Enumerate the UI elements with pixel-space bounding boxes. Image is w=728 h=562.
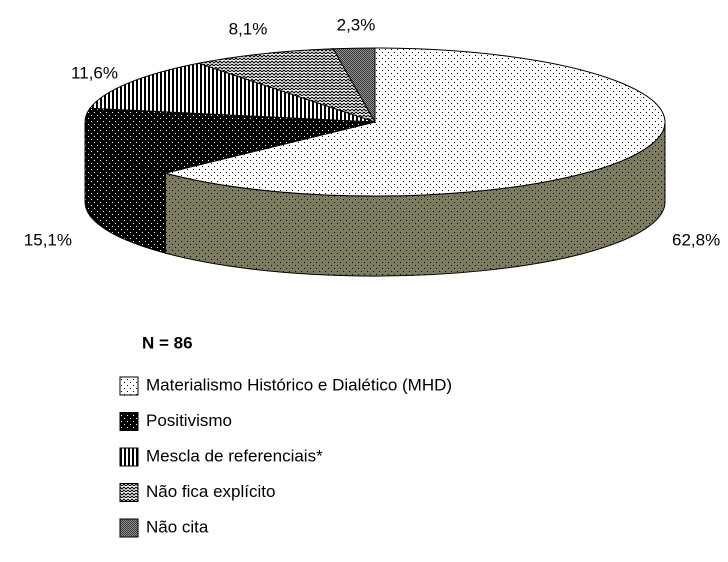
value-label: 62,8%	[672, 230, 720, 249]
legend-label: Positivismo	[146, 411, 232, 430]
slice	[84, 107, 376, 174]
slice	[89, 62, 376, 123]
legend-swatch	[119, 447, 139, 467]
legend-swatch	[119, 483, 139, 502]
value-label: 8,1%	[229, 19, 268, 38]
slice	[196, 48, 377, 123]
annotation: N = 86	[142, 333, 193, 352]
slice	[165, 47, 666, 197]
legend-label: Materialismo Histórico e Dialético (MHD)	[146, 375, 452, 394]
value-label: 11,6%	[71, 63, 118, 82]
value-label: 15,1%	[24, 230, 72, 249]
legend-label: Mescla de referenciais*	[146, 446, 323, 465]
legend-swatch	[119, 412, 139, 431]
legend-swatch	[119, 518, 139, 538]
legend-label: Não cita	[146, 517, 209, 536]
legend-label: Não fica explícito	[146, 482, 275, 501]
legend-swatch	[119, 376, 139, 396]
slice	[332, 47, 376, 124]
value-label: 2,3%	[337, 15, 376, 34]
